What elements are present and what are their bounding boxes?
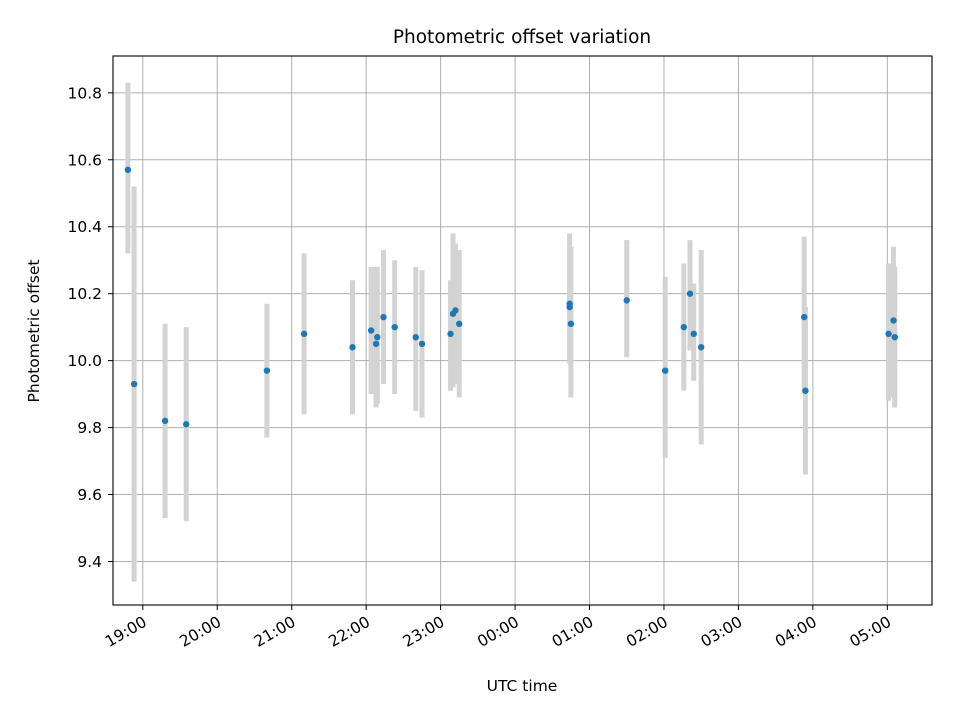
data-point xyxy=(686,290,694,297)
y-tick-label: 10.6 xyxy=(67,151,102,169)
data-point xyxy=(567,320,575,328)
x-axis-title: UTC time xyxy=(487,677,558,695)
y-tick-label: 10.2 xyxy=(67,285,102,303)
data-point xyxy=(349,344,356,351)
data-point xyxy=(161,417,169,425)
data-point xyxy=(452,307,459,314)
data-point xyxy=(623,297,630,304)
y-tick-label: 9.6 xyxy=(77,486,102,504)
data-point xyxy=(697,344,705,351)
data-point xyxy=(802,387,809,394)
data-point xyxy=(124,166,132,174)
data-point xyxy=(891,333,898,341)
y-tick-label: 10.4 xyxy=(67,218,102,236)
data-point xyxy=(885,330,892,338)
data-point xyxy=(372,340,380,348)
data-point xyxy=(890,317,897,324)
chart-title: Photometric offset variation xyxy=(393,27,651,48)
data-point xyxy=(263,367,271,374)
data-point xyxy=(300,330,308,338)
data-point xyxy=(418,340,426,348)
plot-area-frame xyxy=(112,55,933,606)
y-axis-title: Photometric offset xyxy=(25,260,43,403)
grid xyxy=(113,56,932,605)
data-point xyxy=(662,367,669,374)
data-point xyxy=(690,330,697,338)
y-tick-label: 10.0 xyxy=(67,352,102,370)
data-point xyxy=(456,320,463,328)
data-point xyxy=(566,303,573,311)
data-point xyxy=(680,323,688,331)
data-point xyxy=(367,327,375,334)
data-points xyxy=(124,166,898,428)
y-tick-label: 9.8 xyxy=(77,419,102,437)
data-point xyxy=(183,421,190,428)
y-axis: 9.4 9.6 9.8 10.0 10.2 10.4 10.6 10.8 xyxy=(67,84,113,571)
data-point xyxy=(391,323,398,331)
y-tick-label: 10.8 xyxy=(67,84,102,102)
data-point xyxy=(412,333,419,341)
data-point xyxy=(447,330,454,338)
data-point xyxy=(380,313,387,321)
data-point xyxy=(800,313,808,321)
y-tick-label: 9.4 xyxy=(77,553,102,571)
data-point xyxy=(374,333,381,341)
data-point xyxy=(130,380,138,388)
